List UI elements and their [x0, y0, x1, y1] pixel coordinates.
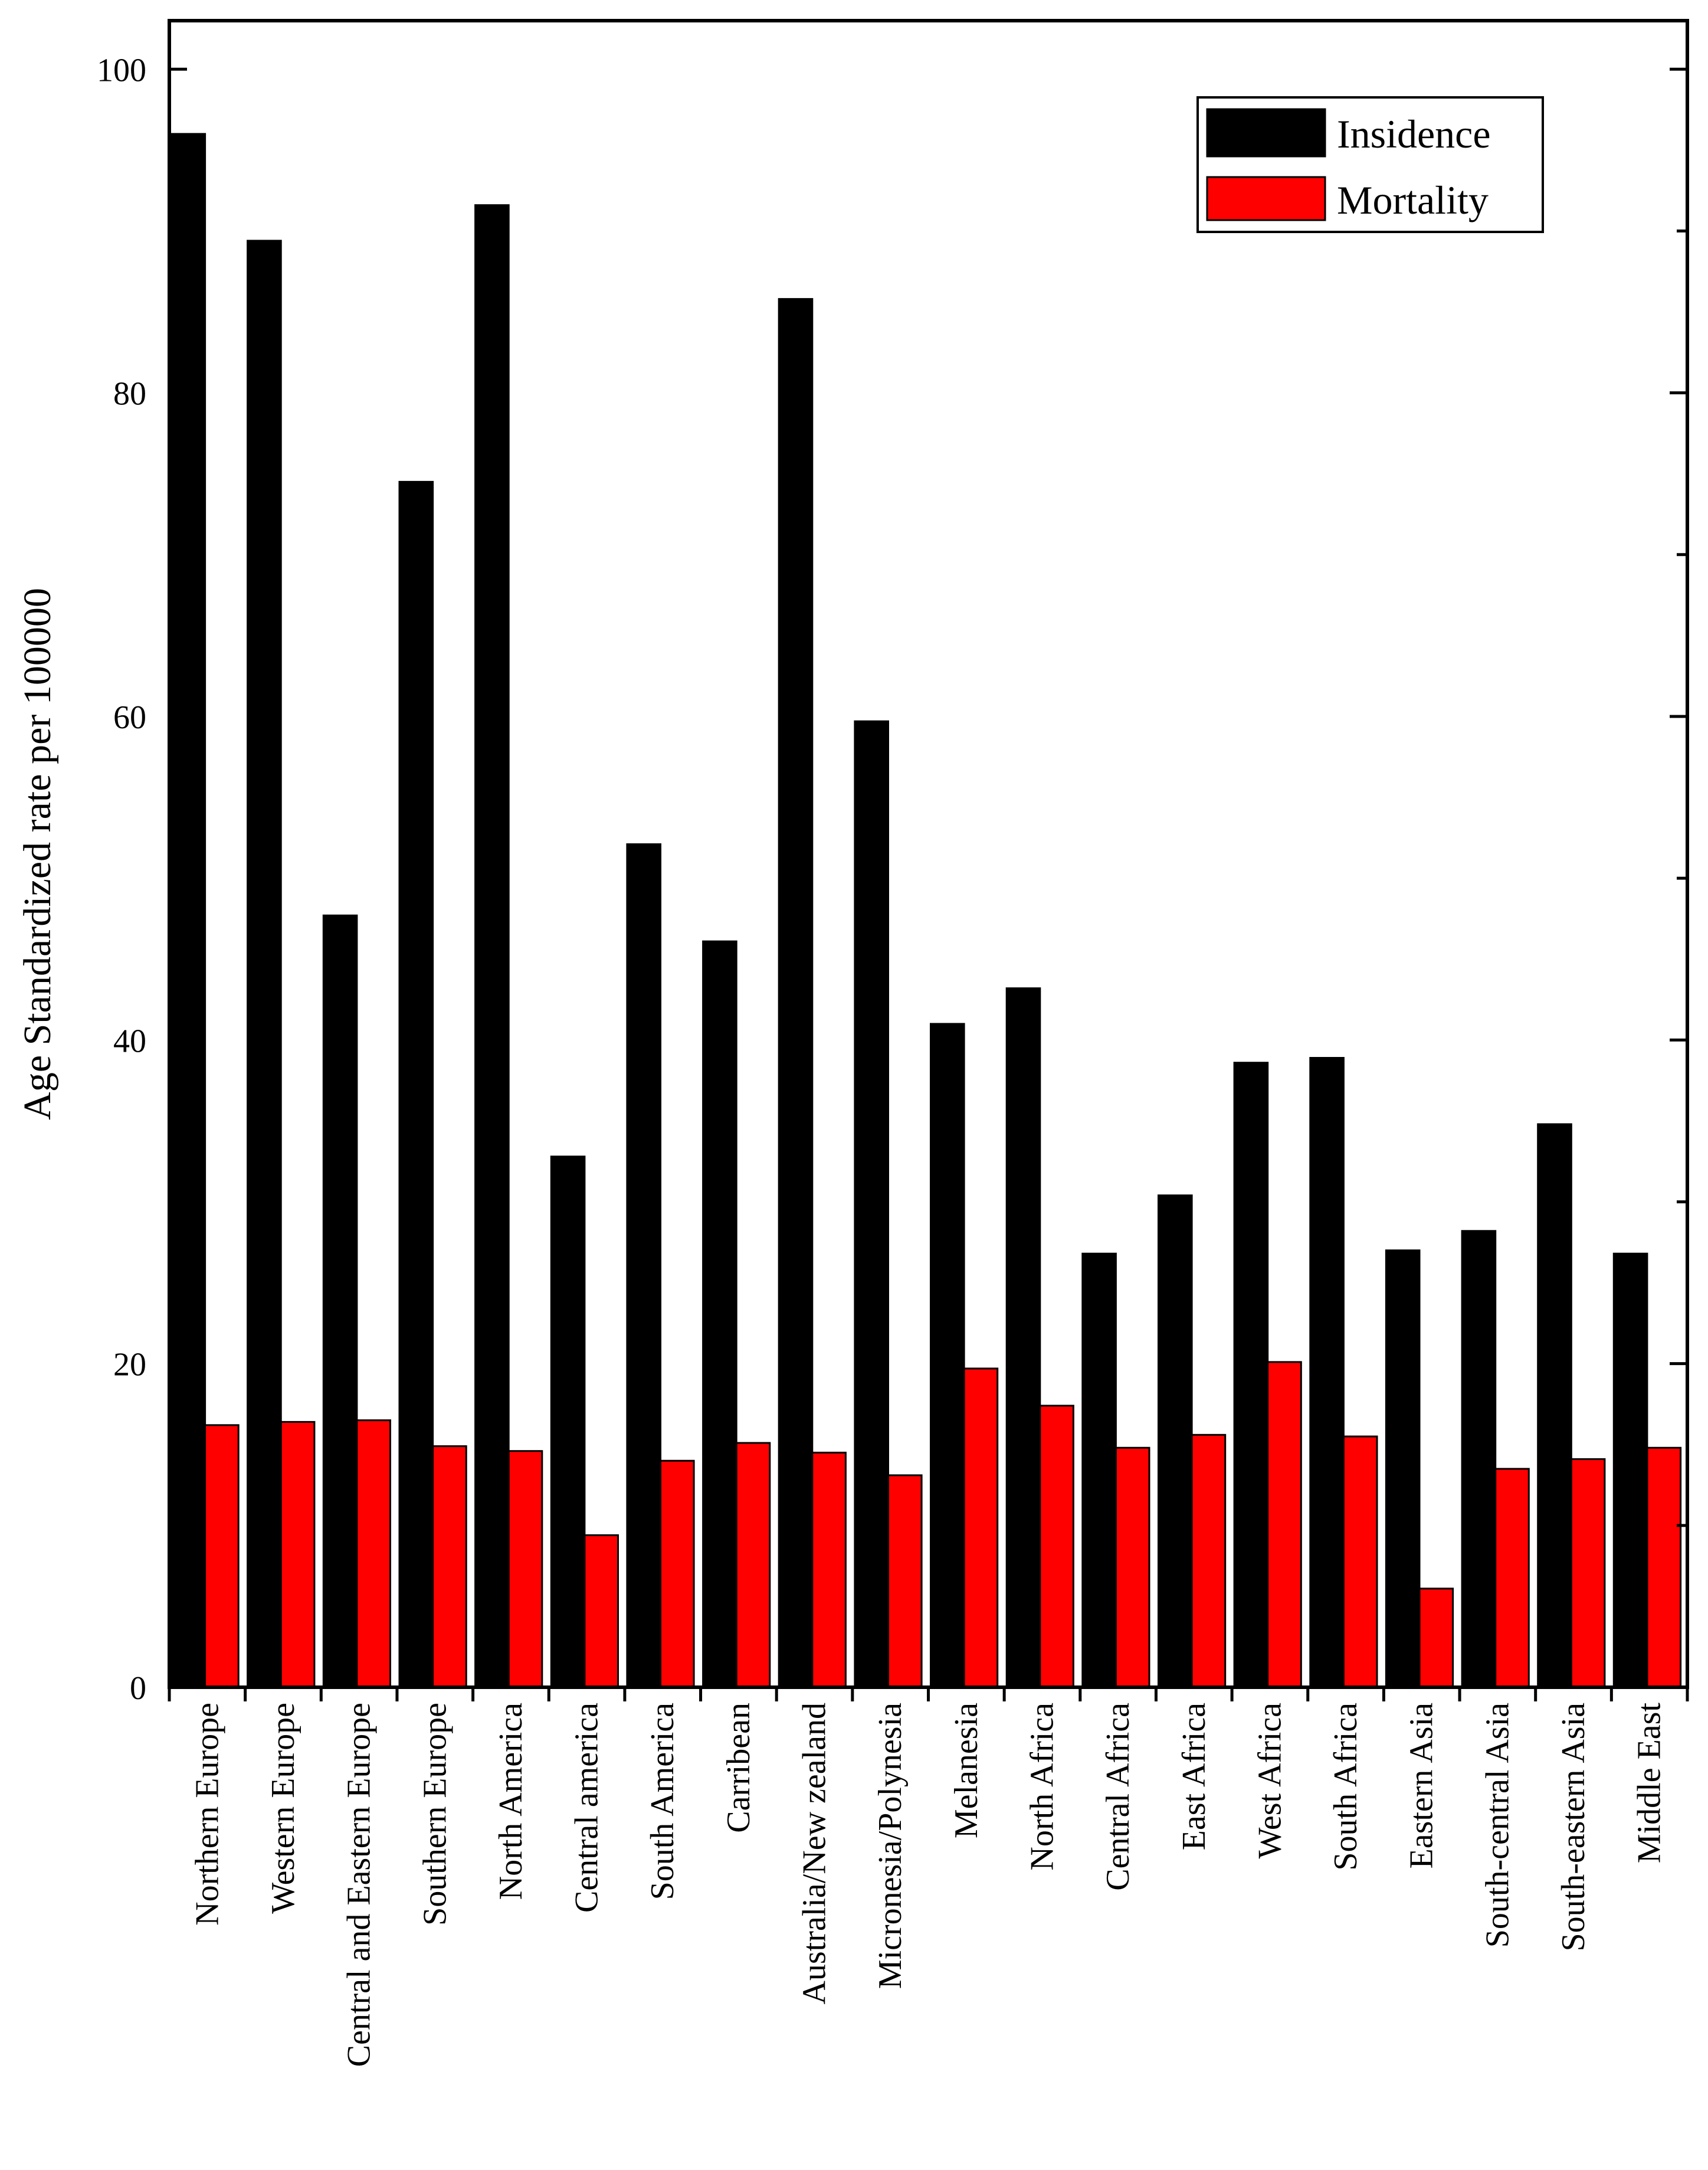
bar-insidence-micronesia-polynesia [854, 720, 890, 1688]
bar-insidence-south-eastern-asia [1537, 1123, 1572, 1688]
bar-insidence-west-africa [1233, 1062, 1269, 1688]
bar-insidence-south-central-asia [1461, 1230, 1497, 1688]
y-tick-label-80: 80 [113, 376, 146, 413]
bar-mortality-north-africa [1039, 1405, 1074, 1688]
x-label-middle-east: Middle East [1631, 1703, 1668, 1864]
bar-mortality-australia-new-zealand [811, 1451, 847, 1688]
x-label-central-and-eastern-europe: Central and Eastern Europe [341, 1703, 378, 2067]
bars-layer [171, 133, 1682, 1688]
bar-mortality-south-africa [1342, 1435, 1378, 1688]
plot-frame [168, 19, 1689, 1689]
bar-insidence-central-and-eastern-europe [322, 914, 358, 1688]
x-label-central-america: Central america [569, 1703, 605, 1913]
x-label-west-africa: West Africa [1251, 1703, 1288, 1859]
legend: Insidence Mortality [1196, 96, 1544, 233]
bar-mortality-west-africa [1267, 1361, 1302, 1688]
bar-mortality-micronesia-polynesia [887, 1474, 923, 1688]
bar-insidence-northern-europe [171, 133, 206, 1688]
bar-insidence-central-africa [1081, 1252, 1117, 1688]
y-tick-label-60: 60 [113, 699, 146, 736]
y-tick-label-40: 40 [113, 1023, 146, 1059]
x-label-carribean: Carribean [720, 1703, 757, 1833]
y-axis-title: Age Standardized rate per 100000 [16, 588, 59, 1120]
legend-label-insidence: Insidence [1337, 112, 1491, 156]
legend-swatch-insidence [1206, 108, 1326, 158]
bar-insidence-eastern-asia [1385, 1249, 1421, 1688]
bar-insidence-australia-new-zealand [778, 298, 814, 1688]
bar-mortality-northern-europe [204, 1424, 240, 1688]
bar-mortality-east-africa [1191, 1433, 1227, 1688]
bar-mortality-south-eastern-asia [1570, 1458, 1606, 1688]
bar-mortality-central-and-eastern-europe [356, 1419, 392, 1688]
bar-insidence-central-america [550, 1156, 586, 1688]
x-label-southern-europe: Southern Europe [417, 1703, 453, 1926]
x-label-south-america: South America [644, 1703, 681, 1900]
x-label-northern-europe: Northern Europe [189, 1703, 225, 1926]
bar-mortality-central-america [583, 1534, 619, 1688]
ticks-layer [168, 67, 1689, 1701]
bar-mortality-melanesia [963, 1367, 999, 1688]
bar-insidence-carribean [702, 940, 737, 1688]
y-tick-label-0: 0 [130, 1670, 146, 1707]
x-label-micronesia-polynesia: Micronesia/Polynesia [872, 1703, 909, 1989]
x-label-east-africa: East Africa [1176, 1703, 1212, 1850]
x-label-central-africa: Central Africa [1100, 1703, 1136, 1891]
bar-insidence-middle-east [1612, 1252, 1648, 1688]
x-label-north-america: North America [493, 1703, 529, 1900]
bar-mortality-eastern-asia [1418, 1588, 1454, 1688]
bar-mortality-middle-east [1646, 1446, 1682, 1688]
x-label-western-europe: Western Europe [265, 1703, 301, 1914]
y-tick-labels: 0 20 40 60 80 100 [97, 52, 146, 1707]
bar-mortality-western-europe [280, 1421, 316, 1688]
bar-insidence-north-america [474, 204, 510, 1688]
legend-label-mortality: Mortality [1337, 178, 1489, 222]
bar-mortality-carribean [735, 1442, 771, 1688]
x-label-south-eastern-asia: South-eastern Asia [1555, 1703, 1592, 1952]
bar-insidence-east-africa [1158, 1194, 1193, 1688]
bar-insidence-melanesia [930, 1023, 965, 1688]
y-tick-label-100: 100 [97, 52, 146, 89]
x-label-north-africa: North Africa [1024, 1703, 1061, 1871]
x-label-australia-new-zealand: Australia/New zealand [796, 1703, 833, 2005]
bar-mortality-southern-europe [432, 1445, 467, 1688]
bar-mortality-north-america [507, 1450, 543, 1688]
bar-insidence-south-africa [1309, 1057, 1345, 1688]
y-tick-label-20: 20 [113, 1347, 146, 1383]
legend-swatch-mortality [1206, 176, 1326, 221]
bar-mortality-central-africa [1114, 1446, 1150, 1688]
x-label-melanesia: Melanesia [948, 1703, 985, 1838]
bar-insidence-north-africa [1005, 987, 1041, 1688]
bar-insidence-western-europe [247, 240, 282, 1688]
x-label-south-central-asia: South-central Asia [1479, 1703, 1516, 1948]
x-label-south-africa: South Africa [1327, 1703, 1364, 1871]
bar-insidence-south-america [626, 843, 662, 1688]
bar-mortality-south-america [660, 1459, 695, 1688]
x-label-eastern-asia: Eastern Asia [1404, 1703, 1440, 1869]
x-category-labels: Northern Europe Western Europe Central and… [189, 1703, 1667, 2067]
bar-mortality-south-central-asia [1494, 1468, 1530, 1688]
bar-insidence-southern-europe [398, 480, 434, 1688]
